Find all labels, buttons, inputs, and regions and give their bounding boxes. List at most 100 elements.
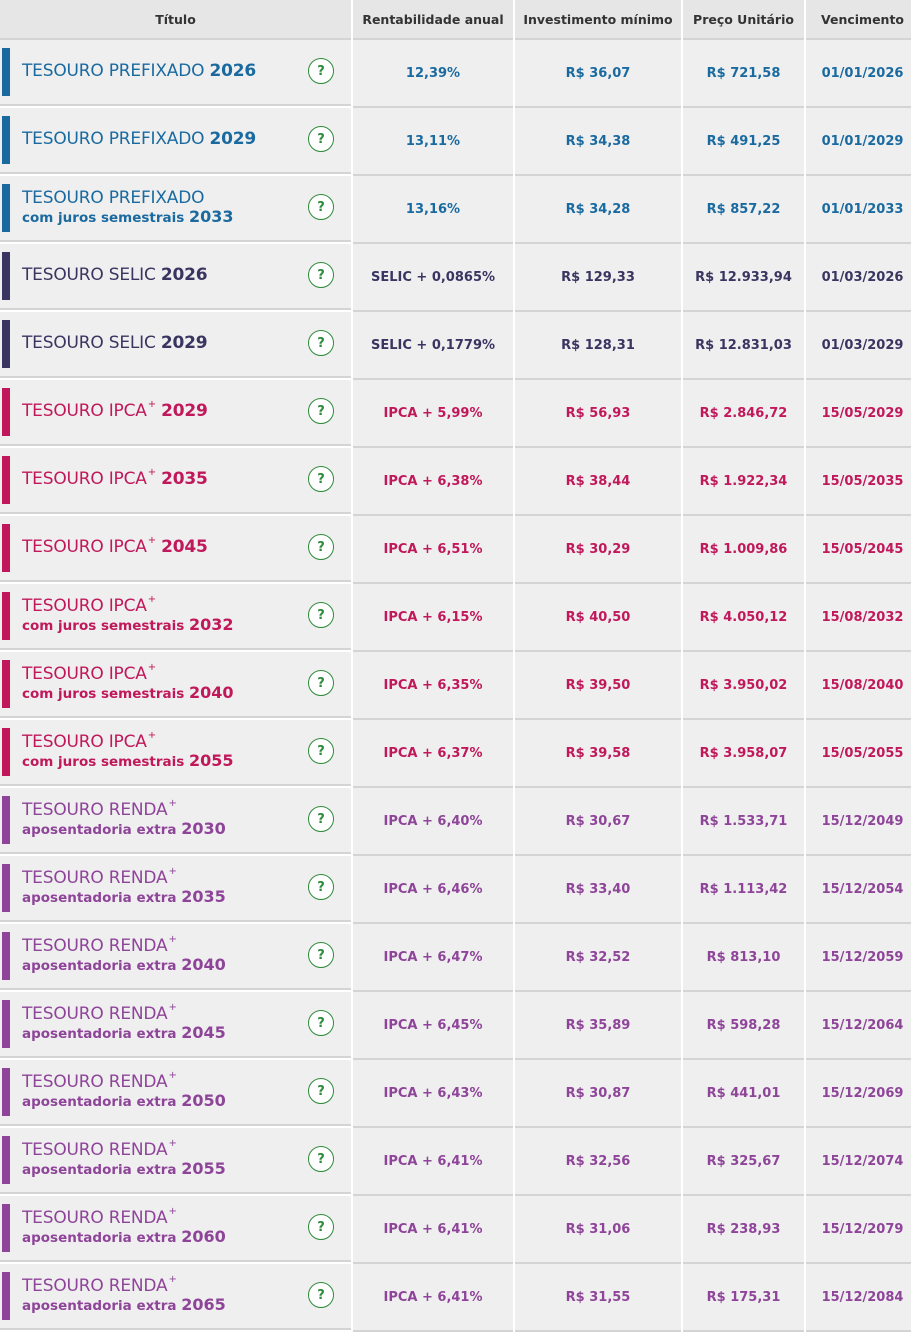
bond-title[interactable]: TESOURO RENDA+ aposentadoria extra 2035 xyxy=(22,866,226,906)
bond-title[interactable]: TESOURO IPCA+ 2045 xyxy=(22,535,208,558)
title-cell: TESOURO RENDA+ aposentadoria extra 2065? xyxy=(0,1264,351,1330)
help-icon[interactable]: ? xyxy=(308,1010,334,1036)
bond-title[interactable]: TESOURO PREFIXADO com juros semestrais 20… xyxy=(22,189,234,227)
bond-title[interactable]: TESOURO RENDA+ aposentadoria extra 2060 xyxy=(22,1206,226,1247)
bond-title[interactable]: TESOURO RENDA+ aposentadoria extra 2055 xyxy=(22,1138,226,1179)
vencimento-cell: 01/01/2026 xyxy=(806,40,911,108)
bond-title[interactable]: TESOURO RENDA+ aposentadoria extra 2045 xyxy=(22,1002,226,1043)
bond-year: 2045 xyxy=(181,1023,226,1043)
bond-title[interactable]: TESOURO IPCA+ com juros semestrais 2055 xyxy=(22,730,234,770)
preco-unitario-cell: R$ 857,22 xyxy=(683,176,804,244)
category-color-bar xyxy=(2,456,10,504)
help-icon[interactable]: ? xyxy=(308,466,334,492)
category-color-bar xyxy=(2,116,10,164)
investimento-minimo-cell: R$ 31,55 xyxy=(515,1264,681,1332)
vencimento-cell: 15/12/2054 xyxy=(806,856,911,924)
bond-name-line: TESOURO IPCA+ xyxy=(22,594,234,616)
investimento-minimo-cell: R$ 39,58 xyxy=(515,720,681,788)
category-color-bar xyxy=(2,592,10,640)
bond-name-line: TESOURO RENDA+ xyxy=(22,1138,226,1160)
bond-subtitle-line: aposentadoria extra 2040 xyxy=(22,956,226,974)
bond-year: 2050 xyxy=(181,1091,226,1111)
help-icon[interactable]: ? xyxy=(308,194,334,220)
bond-year: 2029 xyxy=(209,129,257,150)
header-investimento-minimo[interactable]: Investimento mínimo xyxy=(515,0,681,40)
bond-name: TESOURO IPCA xyxy=(22,469,147,490)
bond-subtitle-line: aposentadoria extra 2050 xyxy=(22,1091,226,1111)
title-cell: TESOURO SELIC 2029? xyxy=(0,312,351,378)
help-icon[interactable]: ? xyxy=(308,1146,334,1172)
bond-title[interactable]: TESOURO IPCA+ com juros semestrais 2032 xyxy=(22,594,234,634)
header-preco-unitario[interactable]: Preço Unitário xyxy=(683,0,804,40)
investimento-minimo-cell: R$ 34,28 xyxy=(515,176,681,244)
bond-name-line: TESOURO RENDA+ xyxy=(22,1274,226,1297)
help-icon[interactable]: ? xyxy=(308,126,334,152)
bond-year: 2060 xyxy=(181,1227,226,1247)
help-icon[interactable]: ? xyxy=(308,58,334,84)
help-icon[interactable]: ? xyxy=(308,738,334,764)
bond-title[interactable]: TESOURO SELIC 2029 xyxy=(22,334,208,353)
rentabilidade-cell: IPCA + 6,40% xyxy=(353,788,513,856)
plus-superscript: + xyxy=(147,594,156,606)
category-color-bar xyxy=(2,48,10,96)
category-color-bar xyxy=(2,524,10,572)
bond-name: TESOURO IPCA xyxy=(22,401,147,422)
help-icon[interactable]: ? xyxy=(308,602,334,628)
help-icon[interactable]: ? xyxy=(308,398,334,424)
vencimento-cell: 15/12/2064 xyxy=(806,992,911,1060)
bond-year: 2040 xyxy=(189,683,234,703)
rentabilidade-cell: IPCA + 6,41% xyxy=(353,1128,513,1196)
bond-title[interactable]: TESOURO RENDA+ aposentadoria extra 2040 xyxy=(22,934,226,974)
bond-title[interactable]: TESOURO IPCA+ 2029 xyxy=(22,399,208,422)
bond-name: TESOURO RENDA xyxy=(22,1004,168,1025)
bond-title[interactable]: TESOURO PREFIXADO 2029 xyxy=(22,129,257,150)
bond-name: TESOURO PREFIXADO xyxy=(22,61,205,82)
bond-name: TESOURO RENDA xyxy=(22,1276,168,1297)
bond-title[interactable]: TESOURO RENDA+ aposentadoria extra 2065 xyxy=(22,1274,226,1314)
bond-name-line: TESOURO RENDA+ xyxy=(22,1002,226,1025)
help-icon[interactable]: ? xyxy=(308,1078,334,1104)
help-icon[interactable]: ? xyxy=(308,670,334,696)
bond-year: 2033 xyxy=(189,207,234,227)
bond-title[interactable]: TESOURO RENDA+ aposentadoria extra 2030 xyxy=(22,798,226,838)
help-icon[interactable]: ? xyxy=(308,874,334,900)
bond-title[interactable]: TESOURO RENDA+ aposentadoria extra 2050 xyxy=(22,1070,226,1111)
bond-name: TESOURO IPCA xyxy=(22,537,147,558)
header-rentabilidade[interactable]: Rentabilidade anual xyxy=(353,0,513,40)
bond-title[interactable]: TESOURO PREFIXADO 2026 xyxy=(22,61,256,82)
title-cell: TESOURO PREFIXADO 2026? xyxy=(0,40,351,106)
preco-unitario-cell: R$ 721,58 xyxy=(683,40,804,108)
title-cell: TESOURO RENDA+ aposentadoria extra 2055? xyxy=(0,1128,351,1194)
vencimento-cell: 01/01/2033 xyxy=(806,176,911,244)
header-titulo[interactable]: Título xyxy=(0,0,351,40)
header-vencimento[interactable]: Vencimento xyxy=(806,0,911,40)
bond-subtitle-line: com juros semestrais 2055 xyxy=(22,752,234,770)
bond-title[interactable]: TESOURO IPCA+ com juros semestrais 2040 xyxy=(22,662,234,703)
preco-unitario-cell: R$ 1.533,71 xyxy=(683,788,804,856)
help-icon[interactable]: ? xyxy=(308,262,334,288)
bond-subtitle: aposentadoria extra xyxy=(22,1162,177,1179)
investimento-minimo-cell: R$ 40,50 xyxy=(515,584,681,652)
help-icon[interactable]: ? xyxy=(308,806,334,832)
rentabilidade-cell: IPCA + 6,45% xyxy=(353,992,513,1060)
title-cell: TESOURO RENDA+ aposentadoria extra 2035? xyxy=(0,856,351,922)
vencimento-cell: 15/05/2055 xyxy=(806,720,911,788)
bond-name: TESOURO RENDA xyxy=(22,936,168,957)
help-icon[interactable]: ? xyxy=(308,1282,334,1308)
preco-unitario-cell: R$ 325,67 xyxy=(683,1128,804,1196)
help-icon[interactable]: ? xyxy=(308,1214,334,1240)
category-color-bar xyxy=(2,184,10,232)
bond-title[interactable]: TESOURO SELIC 2026 xyxy=(22,266,208,285)
vencimento-cell: 15/08/2040 xyxy=(806,652,911,720)
category-color-bar xyxy=(2,796,10,844)
rentabilidade-cell: IPCA + 6,46% xyxy=(353,856,513,924)
bond-subtitle-line: aposentadoria extra 2030 xyxy=(22,820,226,838)
title-cell: TESOURO IPCA+ com juros semestrais 2040? xyxy=(0,652,351,718)
help-icon[interactable]: ? xyxy=(308,330,334,356)
rentabilidade-cell: 12,39% xyxy=(353,40,513,108)
preco-unitario-cell: R$ 1.113,42 xyxy=(683,856,804,924)
help-icon[interactable]: ? xyxy=(308,534,334,560)
help-icon[interactable]: ? xyxy=(308,942,334,968)
bond-title[interactable]: TESOURO IPCA+ 2035 xyxy=(22,467,208,490)
preco-unitario-cell: R$ 4.050,12 xyxy=(683,584,804,652)
